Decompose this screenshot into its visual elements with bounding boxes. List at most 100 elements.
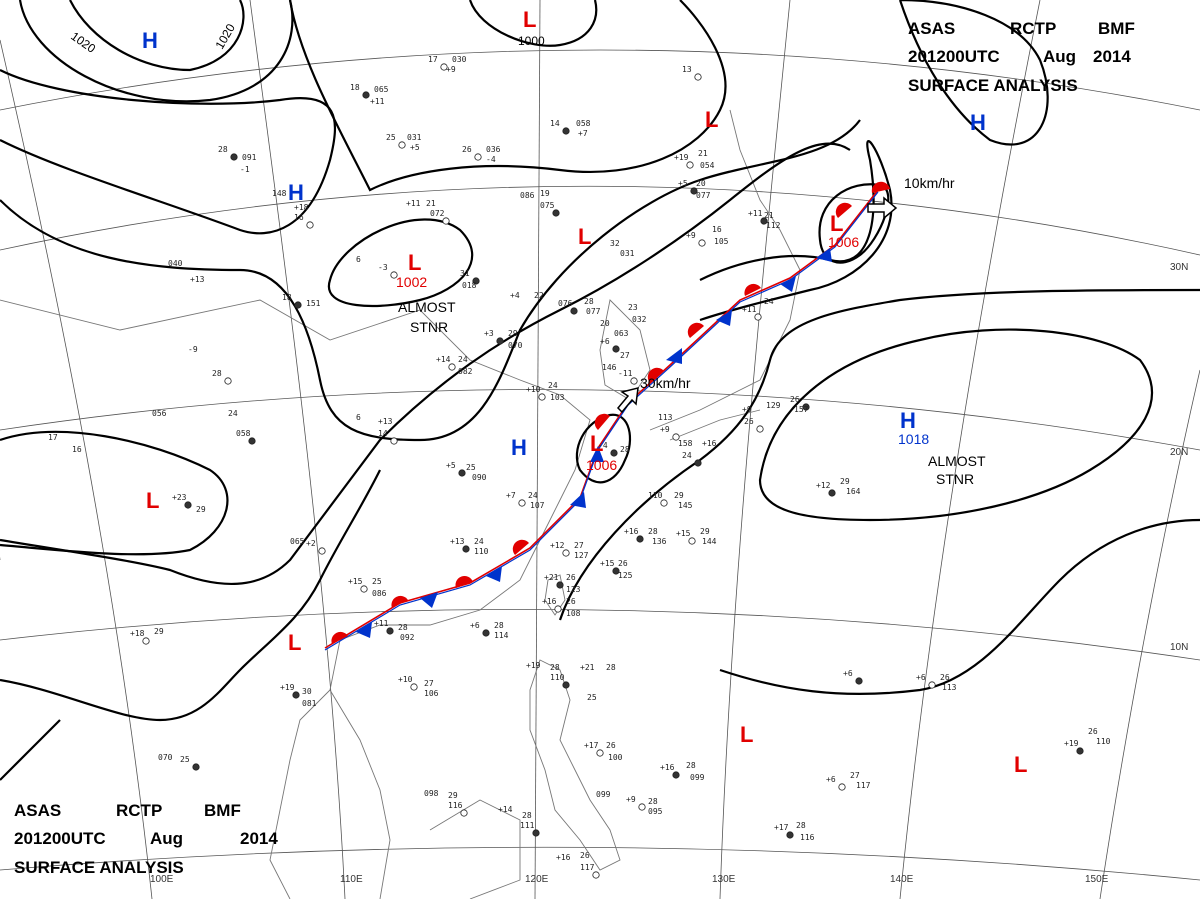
warm-front-semicircles [331,181,890,644]
station-value: 26 [606,741,616,750]
station-value: 19 [540,189,550,198]
station-circle [472,277,480,285]
station-value: +2 [306,539,316,548]
station-circle [554,605,562,613]
station-value: 075 [540,201,555,210]
station-value: +9 [686,231,696,240]
station-value: 106 [424,689,439,698]
station-value: +9 [660,425,670,434]
station-value: 100 [608,753,623,762]
station-value: 24 [474,537,484,546]
station-circle [362,91,370,99]
station-value: 136 [652,537,667,546]
station-value: 24 [528,491,538,500]
station-value: 23 [628,303,638,312]
low-center-pacific-se: L [1014,752,1027,777]
station-value: 29 [196,505,206,514]
station-circle [458,469,466,477]
station-value: 17 [48,433,58,442]
warm-bump-2 [391,595,408,608]
station-value: 108 [566,609,581,618]
header-bottom-year: 2014 [240,829,278,848]
station-value: +5 [678,179,688,188]
header-top-year: 2014 [1093,47,1131,66]
arrow-10kmhr [867,196,898,220]
station-value: +21 [580,663,595,672]
station-value: +11 [742,305,757,314]
station-circle [460,809,468,817]
station-value: +16 [624,527,639,536]
station-value: 26 [790,395,800,404]
station-value: +21 [544,573,559,582]
station-value: 114 [494,631,509,640]
station-circle [786,831,794,839]
header-top-asas: ASAS [908,19,955,38]
station-value: +6 [470,621,480,630]
station-value: 28 [620,445,630,454]
station-value: 26 [580,851,590,860]
header-bottom-time: 201200UTC [14,829,106,848]
station-value: +5 [446,461,456,470]
station-circle [610,449,618,457]
warm-bump-7 [687,322,704,338]
station-value: 072 [430,209,445,218]
station-value: +19 [526,661,541,670]
lon-label-120e: 120E [525,874,549,885]
station-value: 076 [558,299,573,308]
station-value: 25 [466,463,476,472]
arrow-30kmhr [616,387,639,414]
station-value: +10 [398,675,413,684]
warm-bump-3 [455,575,473,588]
station-value: 29 [674,491,684,500]
meridian-110e [249,0,346,899]
cold-tri-1 [356,622,372,638]
header-bottom-month: Aug [150,829,183,848]
station-circle [1076,747,1084,755]
station-value: 091 [242,153,257,162]
station-value: 110 [474,547,489,556]
china-coast [0,299,591,899]
station-circle [838,783,846,791]
almost-stnr-west-line2: STNR [410,319,448,335]
station-value: -1 [240,165,250,174]
station-value: 116 [800,833,815,842]
isobar-1002-loop [327,218,474,308]
station-value: 28 [218,145,228,154]
station-value: 17 [428,55,438,64]
station-circle [462,545,470,553]
low-center-mongolia: L [408,250,421,275]
station-value: 30 [302,687,312,696]
station-value: 065 [290,537,305,546]
station-value: 16 [72,445,82,454]
meridian-120e [534,0,541,899]
station-value: 077 [586,307,601,316]
lon-label-140e: 140E [890,874,914,885]
station-value: 26 [940,673,950,682]
station-circle [552,209,560,217]
station-circle [318,547,326,555]
header-bottom-title: SURFACE ANALYSIS [14,858,184,877]
station-value: +16 [542,597,557,606]
front-line-blue [324,191,879,651]
speed-label-30kmhr: 30km/hr [640,375,691,391]
header-top: ASAS RCTP BMF 201200UTC Aug 2014 SURFACE… [908,19,1135,95]
philippines-coast [529,659,621,871]
station-value: 031 [407,133,422,142]
station-circle [760,217,768,225]
station-value: +19 [1064,739,1079,748]
station-circle [230,153,238,161]
station-value: +16 [556,853,571,862]
station-circle [294,301,302,309]
station-circle [688,537,696,545]
cold-tri-9 [816,248,832,262]
speed-label-10kmhr: 10km/hr [904,175,955,191]
station-value: +14 [436,355,451,364]
indochina-coast [269,689,331,899]
isobar-pacific-far-south [719,518,1200,696]
low-pressure-north: 1000 [518,34,545,48]
station-circle [398,141,406,149]
station-value: 28 [550,663,560,672]
station-value: +6 [843,669,853,678]
low-center-pacific-sw: L [740,722,753,747]
station-value: 28 [398,623,408,632]
